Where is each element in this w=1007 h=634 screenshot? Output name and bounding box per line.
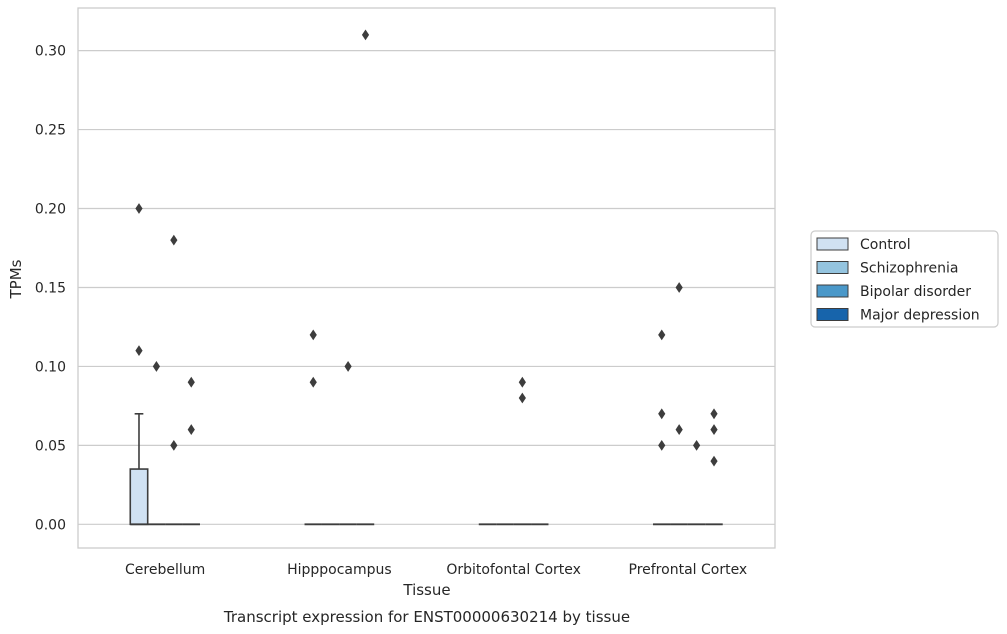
legend: Control Schizophrenia Bipolar disorder Majo… [810,230,999,328]
outlier-point [518,392,526,404]
legend-label: Major depression [860,308,980,324]
x-axis-label: Tissue [402,581,450,599]
legend-label: Bipolar disorder [860,284,971,300]
chart-caption: Transcript expression for ENST0000063021… [223,608,630,626]
plot-content [129,29,723,526]
box-major-depression [356,29,375,526]
outlier-point [135,203,143,214]
outlier-point [187,376,195,388]
y-tick-labels: 0.00 0.05 0.10 0.15 0.20 0.25 0.30 [35,44,66,534]
outlier-point [675,282,683,293]
box-bipolar-disorder [687,439,706,526]
y-tick-label: 0.00 [35,517,66,533]
x-tick-label: Cerebellum [125,562,205,578]
grid-lines [78,50,775,525]
box-bipolar-disorder [513,376,532,526]
outlier-point [675,424,683,435]
box-control [653,329,671,526]
legend-label: Schizophrenia [860,261,958,277]
outlier-point [309,376,317,388]
y-axis-label: TPMs [7,259,25,299]
box-schizophrenia [147,361,166,526]
legend-box [810,230,999,328]
y-tick-label: 0.05 [35,438,66,454]
outlier-point [658,408,666,420]
x-tick-label: Prefrontal Cortex [629,562,748,578]
y-tick-label: 0.25 [35,123,66,139]
box-body [129,468,149,526]
legend-swatch [816,308,849,321]
outlier-point [135,345,143,357]
x-tick-label: Orbitofontal Cortex [446,562,581,578]
outlier-point [658,329,666,341]
outlier-point [170,439,178,451]
y-tick-label: 0.10 [35,359,66,375]
box-control [129,203,149,526]
outlier-point [309,329,317,341]
legend-swatch [816,284,849,298]
box-schizophrenia [670,282,688,526]
outlier-point [170,234,178,246]
box-control [304,329,322,526]
outlier-point [710,408,718,420]
y-tick-label: 0.20 [35,202,66,218]
outlier-point [152,361,161,372]
box-major-depression [182,376,200,526]
plot-frame [77,7,776,549]
outlier-point [361,29,370,41]
x-tick-label: Hipppocampus [287,562,392,578]
box-bipolar-disorder [339,361,357,526]
box-bipolar-disorder [165,234,183,526]
outlier-point [710,424,718,435]
legend-swatch [816,237,849,251]
legend-label: Control [860,237,911,253]
box-major-depression [705,408,723,526]
outlier-point [344,361,352,372]
outlier-point [692,439,701,451]
outlier-point [518,376,526,388]
y-tick-label: 0.15 [35,280,66,296]
outlier-point [710,455,718,467]
outlier-point [658,439,666,451]
legend-swatch [816,261,849,274]
outlier-point [187,424,195,435]
y-tick-label: 0.30 [35,44,66,60]
x-tick-labels: Cerebellum Hipppocampus Orbitofontal Corte… [125,562,747,578]
